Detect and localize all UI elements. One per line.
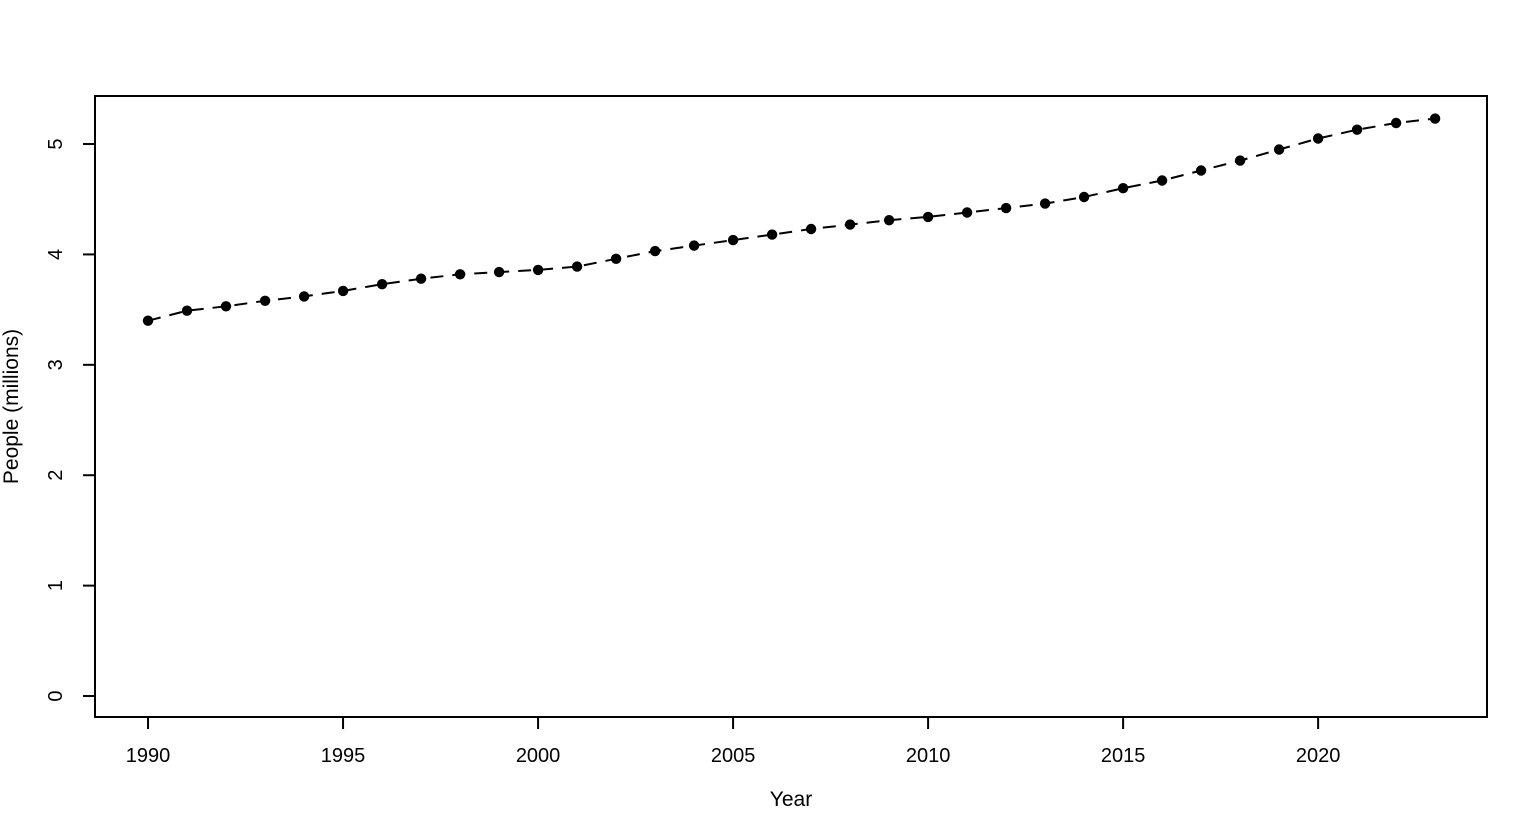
data-point: [220, 301, 232, 312]
y-axis-tick-label: 5: [45, 138, 67, 149]
data-point: [649, 245, 661, 257]
data-point: [1234, 155, 1246, 166]
data-point: [766, 229, 778, 240]
plot-box: [94, 95, 1488, 718]
y-axis-tick-label: 2: [45, 470, 67, 481]
x-axis-tick-label: 2005: [711, 745, 756, 767]
y-axis-tick-label: 4: [45, 249, 67, 260]
data-point: [844, 219, 856, 230]
data-point: [883, 215, 895, 226]
data-point: [805, 223, 817, 235]
data-line: [147, 117, 1436, 322]
data-point: [1312, 133, 1324, 144]
data-point: [610, 253, 622, 264]
data-point: [1195, 165, 1207, 176]
data-point: [571, 261, 583, 272]
data-point: [1117, 183, 1129, 194]
x-axis-tick-label: 2000: [516, 745, 561, 767]
x-axis-tick-label: 1990: [126, 745, 171, 767]
data-point: [688, 240, 700, 251]
x-axis-tick-label: 1995: [321, 745, 366, 767]
data-point: [259, 295, 271, 306]
data-point: [415, 273, 427, 284]
data-point: [1000, 202, 1012, 214]
data-point: [1078, 191, 1090, 203]
data-point: [1351, 124, 1363, 135]
data-point: [961, 207, 973, 218]
data-point: [454, 269, 466, 280]
y-axis-tick-label: 3: [45, 359, 67, 370]
data-point: [298, 291, 310, 302]
data-point: [532, 264, 544, 276]
y-axis-tick-label: 1: [45, 580, 67, 591]
y-axis-tick-label: 0: [45, 690, 67, 701]
x-axis-tick-label: 2015: [1101, 745, 1146, 767]
data-point: [181, 305, 193, 316]
x-axis-tick-label: 2010: [906, 745, 951, 767]
x-axis-tick-label: 2020: [1296, 745, 1341, 767]
data-point: [1156, 175, 1168, 186]
data-point: [493, 266, 505, 278]
data-point: [1039, 198, 1051, 209]
data-point: [922, 211, 934, 223]
x-axis-title: Year: [770, 788, 812, 811]
data-point: [727, 234, 739, 246]
data-point: [337, 285, 349, 297]
data-point: [1429, 113, 1441, 124]
data-point: [376, 279, 388, 290]
data-point: [1390, 117, 1402, 129]
y-axis-title: People (millions): [0, 329, 23, 484]
data-point: [142, 315, 154, 326]
data-point: [1273, 144, 1285, 155]
